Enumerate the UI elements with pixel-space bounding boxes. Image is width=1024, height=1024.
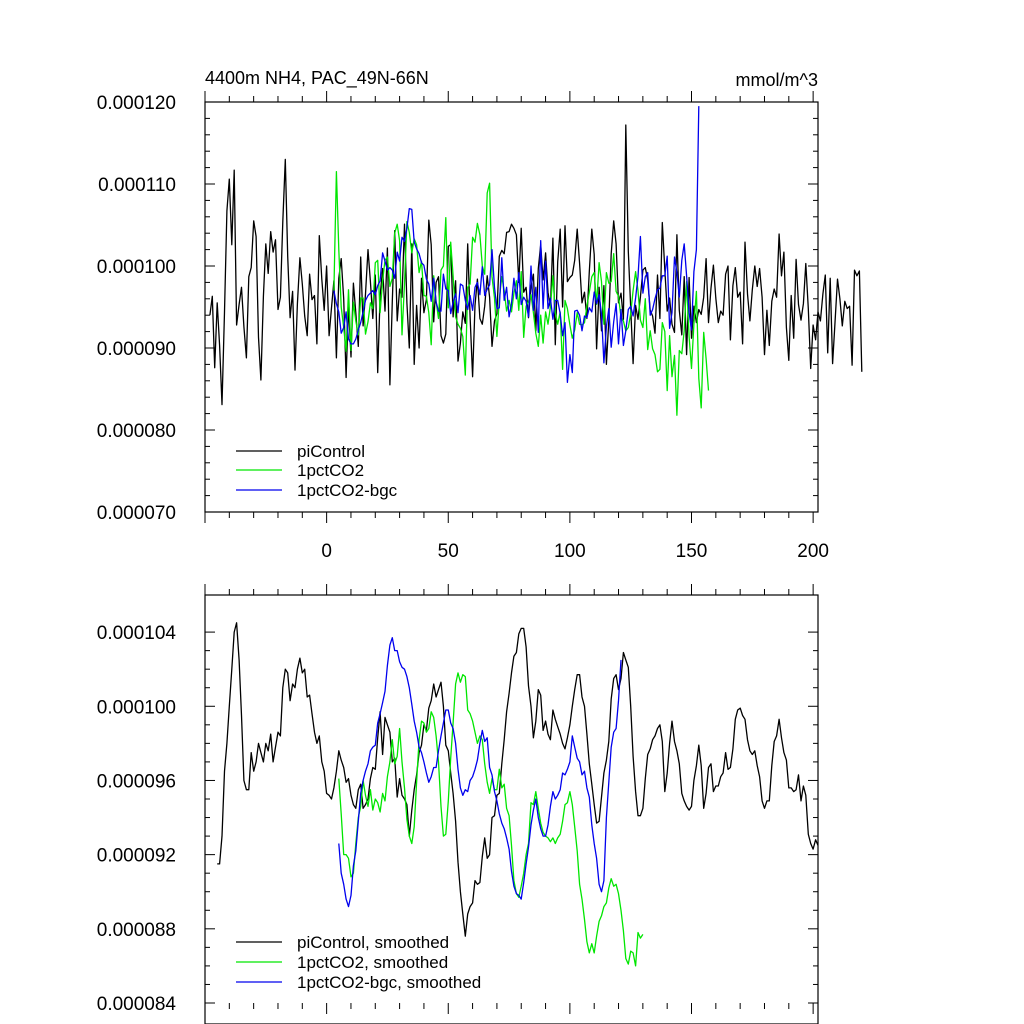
y-tick-label: 0.000100 (97, 257, 176, 278)
series-line-1pctco2-smoothed (338, 672, 644, 967)
top-axis-ticks: 0.000070 0.000080 0.000090 0.000100 0.000110… (97, 91, 829, 562)
legend-label-picontrol: piControl (297, 442, 365, 461)
y-tick-label: 0.000090 (97, 339, 176, 360)
y-tick-label: 0.000120 (97, 93, 176, 114)
series-line-picontrol-smoothed (217, 622, 819, 937)
y-tick-label: 0.000070 (97, 503, 176, 524)
legend-label-picontrol-smoothed: piControl, smoothed (297, 933, 449, 952)
series-line-1pctco2-bgc (333, 106, 700, 384)
top-plot-frame (204, 101, 819, 513)
bottom-series-lines (217, 622, 819, 967)
bottom-legend: piControl, smoothed 1pctCO2, smoothed 1p… (236, 933, 481, 992)
y-tick-label: 0.000100 (97, 697, 176, 718)
legend-label-1pctco2: 1pctCO2 (297, 461, 364, 480)
y-tick-label: 0.000110 (98, 175, 176, 196)
x-tick-label: 200 (797, 541, 829, 562)
top-title-left: 4400m NH4, PAC_49N-66N (205, 68, 429, 89)
series-line-picontrol (209, 124, 863, 406)
y-tick-label: 0.000080 (97, 421, 176, 442)
x-tick-label: 50 (438, 541, 459, 562)
bottom-axis-ticks: 0.000084 0.000088 0.000092 0.000096 0.000100… (97, 584, 818, 1015)
x-tick-label: 0 (321, 541, 332, 562)
bottom-plot-frame (204, 594, 819, 1024)
y-tick-label: 0.000088 (97, 920, 176, 941)
top-title-right: mmol/m^3 (736, 70, 818, 90)
bottom-plot-panel: 0.000084 0.000088 0.000092 0.000096 0.000100… (97, 584, 819, 1024)
series-line-1pctco2-bgc-smoothed (338, 637, 622, 908)
y-tick-label: 0.000104 (97, 623, 177, 644)
legend-label-1pctco2-bgc-smoothed: 1pctCO2-bgc, smoothed (297, 973, 481, 992)
y-tick-label: 0.000096 (97, 771, 176, 792)
y-tick-label: 0.000092 (97, 846, 176, 867)
top-plot-panel: 4400m NH4, PAC_49N-66N mmol/m^3 0.000070… (97, 68, 863, 562)
y-tick-label: 0.000084 (97, 994, 177, 1015)
legend-label-1pctco2-bgc: 1pctCO2-bgc (297, 481, 398, 500)
top-legend: piControl 1pctCO2 1pctCO2-bgc (236, 442, 398, 500)
legend-label-1pctco2-smoothed: 1pctCO2, smoothed (297, 953, 448, 972)
series-line-1pctco2 (333, 171, 710, 416)
x-tick-label: 100 (554, 541, 586, 562)
x-tick-label: 150 (676, 541, 708, 562)
top-series-lines (209, 106, 863, 416)
